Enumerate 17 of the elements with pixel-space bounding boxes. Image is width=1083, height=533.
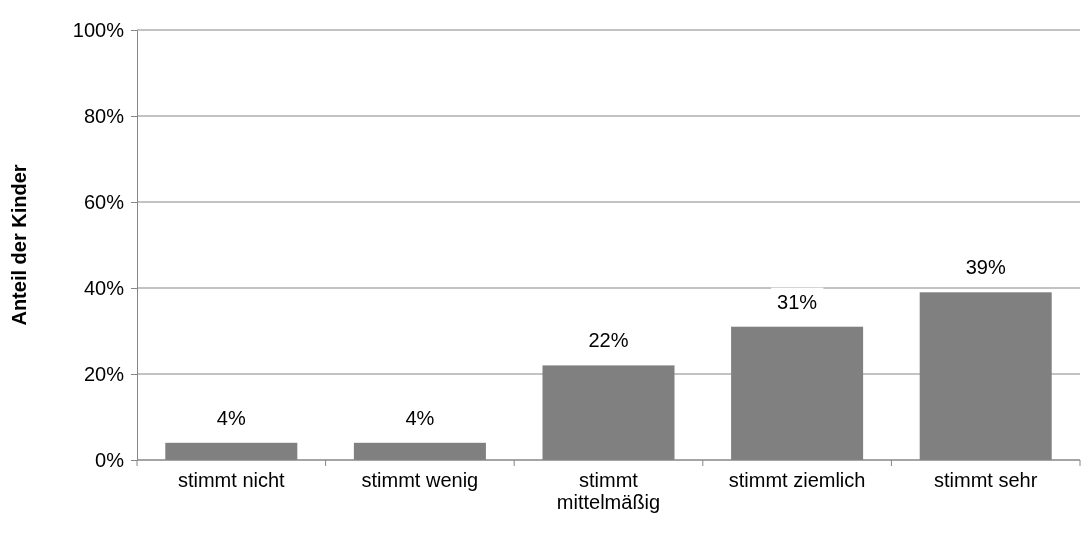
y-tick-label: 80% — [83, 104, 125, 127]
y-tick-label: 40% — [83, 276, 125, 299]
x-tick-label: stimmt wenig — [361, 469, 479, 491]
data-label: 39% — [965, 256, 1006, 279]
y-axis-title: Anteil der Kinder — [8, 164, 30, 326]
data-label: 4% — [216, 406, 246, 429]
x-tick-label: stimmt mittelmäßig — [556, 469, 661, 513]
y-tick-label: 0% — [95, 448, 125, 471]
y-tick-label: 100% — [72, 18, 125, 41]
x-tick-label: stimmt sehr — [934, 469, 1038, 491]
data-label: 22% — [588, 329, 629, 352]
y-tick-label: 60% — [83, 190, 125, 213]
data-label: 4% — [405, 406, 435, 429]
y-tick-label: 20% — [83, 362, 125, 385]
data-label: 31% — [777, 290, 818, 313]
x-tick-label: stimmt nicht — [177, 469, 286, 491]
x-tick-label: stimmt ziemlich — [728, 469, 866, 491]
